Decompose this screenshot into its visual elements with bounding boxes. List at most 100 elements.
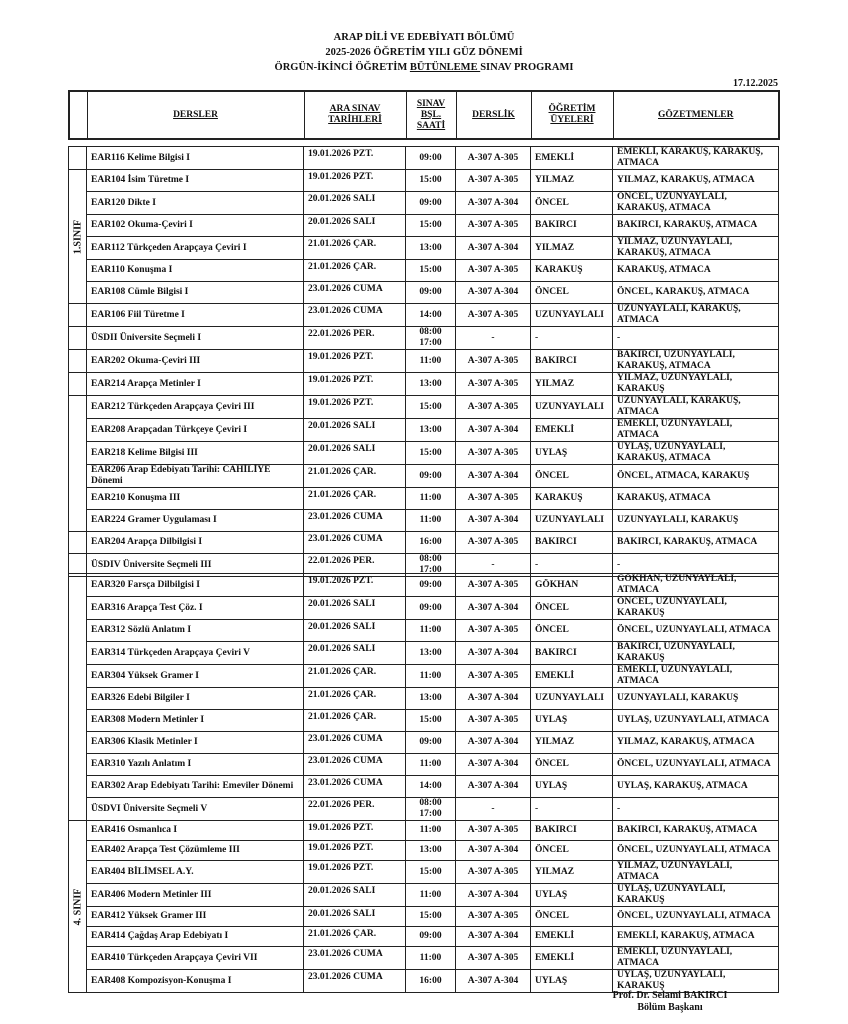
cell-lecturer: UZUNYAYLALI [530,509,613,532]
cell-proctors: UYLAŞ, UZUNYAYLALI, KARAKUŞ [612,883,779,907]
cell-room: A-307 A-304 [455,236,531,260]
cell-proctors: UZUNYAYLALI, KARAKUŞ [612,687,779,710]
cell-proctors: KARAKUŞ, ATMACA [612,487,779,510]
header-room: DERSLİK [455,90,532,140]
cell-exam-date: 20.01.2026 SALI [303,883,406,907]
cell-start-time: 09:00 [405,464,456,488]
cell-course: EAR408 Kompozisyon-Konuşma I [86,969,304,993]
table-row: EAR214 Arapça Metinler I 19.01.2026 PZT. 1… [68,372,779,396]
cell-start-time: 11:00 [405,349,456,373]
cell-exam-date: 21.01.2026 ÇAR. [303,687,406,710]
table-row: EAR308 Modern Metinler I 21.01.2026 ÇAR. 1… [69,709,779,732]
cell-room: A-307 A-304 [455,687,531,710]
cell-room: A-307 A-304 [455,509,531,532]
cell-course: EAR104 İsim Türetme I [86,169,304,192]
table-row: EAR312 Sözlü Anlatım I 20.01.2026 SALI 11:… [69,619,779,642]
table-row: EAR402 Arapça Test Çözümleme III 19.01.20… [69,840,779,861]
cell-course: EAR312 Sözlü Anlatım I [86,619,304,642]
table-row: EAR314 Türkçeden Arapçaya Çeviri V 20.01.… [69,641,779,665]
signature-block: Prof. Dr. Selami BAKIRCI Bölüm Başkanı [600,990,740,1014]
cell-proctors: ÖNCEL, UZUNYAYLALI, ATMACA [612,840,779,861]
cell-course: EAR110 Konuşma I [86,259,304,282]
table-row: EAR326 Edebi Bilgiler I 21.01.2026 ÇAR. 13… [69,687,779,710]
cell-lecturer: UYLAŞ [530,441,613,465]
cell-course: EAR316 Arapça Test Çöz. I [86,596,304,620]
cell-lecturer: BAKIRCI [530,214,613,237]
cell-proctors: KARAKUŞ, ATMACA [612,259,779,282]
cell-course: EAR120 Dikte I [86,191,304,215]
cell-room: A-307 A-305 [455,487,531,510]
class-group-table: EAR202 Okuma-Çeviri III 19.01.2026 PZT. 11… [68,349,779,577]
cell-course: EAR414 Çağdaş Arap Edebiyatı I [86,926,304,947]
cell-exam-date: 23.01.2026 CUMA [303,753,406,776]
cell-proctors: UYLAŞ, UZUNYAYLALI, KARAKUŞ [612,969,779,993]
cell-room: A-307 A-304 [455,731,531,754]
cell-course: EAR208 Arapçadan Türkçeye Çeviri I [86,418,304,442]
cell-exam-date: 21.01.2026 ÇAR. [303,664,406,688]
cell-lecturer: - [530,797,613,821]
cell-proctors: UZUNYAYLALI, KARAKUŞ [612,509,779,532]
cell-lecturer: EMEKLİ [530,946,613,970]
cell-proctors: ÖNCEL, UZUNYAYLALI, ATMACA [612,619,779,642]
cell-proctors: - [612,797,779,821]
cell-start-time: 09:00 [405,596,456,620]
table-row: EAR408 Kompozisyon-Konuşma I 23.01.2026 C… [69,969,779,993]
cell-room: A-307 A-305 [455,664,531,688]
class-level-text: 4. SINIF [72,888,83,925]
cell-course: EAR102 Okuma-Çeviri I [86,214,304,237]
cell-lecturer: ÖNCEL [530,281,613,304]
cell-exam-date: 23.01.2026 CUMA [303,509,406,532]
cell-exam-date: 22.01.2026 PER. [303,326,406,350]
table-row: EAR116 Kelime Bilgisi I 19.01.2026 PZT. 09… [68,146,779,170]
cell-lecturer: KARAKUŞ [530,487,613,510]
cell-lecturer: ÖNCEL [530,191,613,215]
cell-exam-date: 20.01.2026 SALI [303,906,406,927]
cell-start-time: 14:00 [405,775,456,798]
table-row: ÜSDII Üniversite Seçmeli I 22.01.2026 PER… [68,326,779,350]
cell-exam-date: 20.01.2026 SALI [303,418,406,442]
cell-lecturer: EMEKLİ [530,418,613,442]
cell-course: EAR314 Türkçeden Arapçaya Çeviri V [86,641,304,665]
cell-room: A-307 A-304 [455,596,531,620]
cell-exam-date: 23.01.2026 CUMA [303,281,406,304]
department-title: ARAP DİLİ VE EDEBİYATI BÖLÜMÜ [333,32,515,43]
table-row: EAR306 Klasik Metinler I 23.01.2026 CUMA 0… [69,731,779,754]
cell-course: EAR108 Cümle Bilgisi I [86,281,304,304]
header-lecturer: ÖĞRETİM ÜYELERİ [530,90,614,140]
cell-room: A-307 A-304 [455,418,531,442]
cell-exam-date: 23.01.2026 CUMA [303,731,406,754]
cell-start-time: 14:00 [405,303,456,327]
cell-start-time: 13:00 [405,641,456,665]
cell-room: A-307 A-305 [455,441,531,465]
cell-lecturer: YILMAZ [530,860,613,884]
cell-exam-date: 20.01.2026 SALI [303,619,406,642]
cell-room: A-307 A-305 [455,214,531,237]
cell-exam-date: 19.01.2026 PZT. [303,372,406,396]
cell-proctors: BAKIRCI, KARAKUŞ, ATMACA [612,820,779,841]
cell-lecturer: UZUNYAYLALI [530,303,613,327]
table-row: EAR406 Modern Metinler III 20.01.2026 SAL… [69,883,779,907]
cell-lecturer: KARAKUŞ [530,259,613,282]
table-row: EAR302 Arap Edebiyatı Tarihi: Emeviler D… [69,775,779,798]
cell-lecturer: UYLAŞ [530,709,613,732]
cell-course: EAR202 Okuma-Çeviri III [86,349,304,373]
cell-exam-date: 21.01.2026 ÇAR. [303,236,406,260]
cell-lecturer: ÖNCEL [530,619,613,642]
cell-proctors: EMEKLİ, UZUNYAYLALI, ATMACA [612,418,779,442]
cell-course: EAR404 BİLİMSEL A.Y. [86,860,304,884]
header-proctors: GÖZETMENLER [612,90,780,140]
cell-proctors: BAKIRCI, UZUNYAYLALI, KARAKUŞ [612,641,779,665]
cell-proctors: EMEKLİ, KARAKUŞ, KARAKUŞ, ATMACA [612,146,779,170]
class-level-label [68,349,87,373]
cell-proctors: UYLAŞ, UZUNYAYLALI, ATMACA [612,709,779,732]
cell-exam-date: 19.01.2026 PZT. [303,349,406,373]
cell-room: A-307 A-305 [455,860,531,884]
table-row: EAR106 Fiil Türetme I 23.01.2026 CUMA 14:0… [68,303,779,327]
cell-exam-date: 19.01.2026 PZT. [303,860,406,884]
cell-exam-date: 21.01.2026 ÇAR. [303,487,406,510]
cell-start-time: 11:00 [405,664,456,688]
class-level-label [68,573,87,821]
table-row: EAR320 Farsça Dilbilgisi I 19.01.2026 PZT… [68,573,779,821]
cell-start-time: 08:00 17:00 [405,326,456,350]
